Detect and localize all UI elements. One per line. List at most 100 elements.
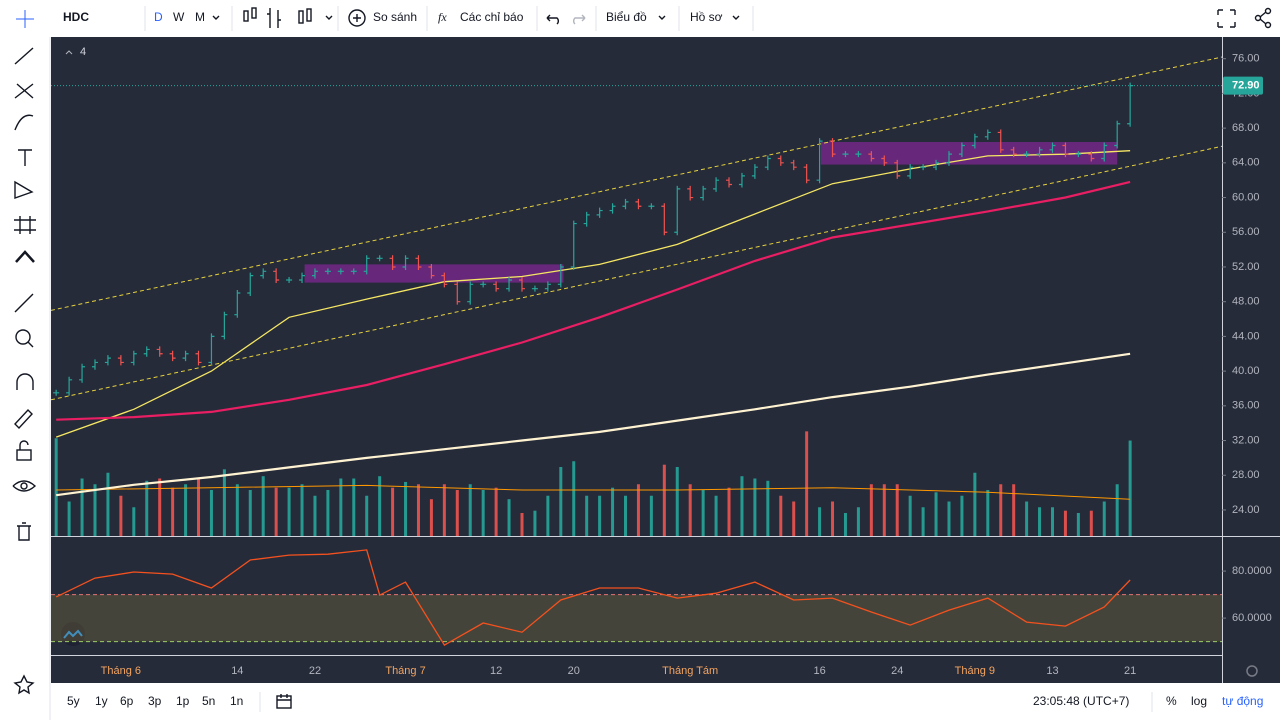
price-bar — [518, 276, 525, 292]
price-bar — [273, 268, 280, 283]
price-bar — [881, 155, 888, 166]
legend-toggle[interactable]: 4 — [60, 44, 92, 60]
volume-bar — [119, 495, 123, 536]
volume-bar — [248, 490, 252, 536]
crosshair-tool[interactable] — [16, 10, 34, 28]
volume-bar — [649, 495, 653, 536]
log-toggle[interactable]: log — [1191, 694, 1207, 708]
price-bar — [570, 220, 577, 270]
volume-bar — [740, 476, 744, 536]
volume-bar — [455, 490, 459, 536]
price-bar — [751, 164, 758, 179]
percent-toggle[interactable]: % — [1166, 694, 1177, 708]
settings[interactable] — [1246, 665, 1258, 677]
volume-bar — [831, 501, 835, 536]
y-tick-label: 52.00 — [1232, 261, 1260, 273]
interval[interactable]: D — [154, 10, 163, 24]
auto-toggle[interactable]: tự động — [1222, 694, 1263, 708]
price-bar — [506, 276, 513, 292]
range[interactable]: 1n — [230, 694, 243, 708]
price-bar — [868, 151, 875, 162]
range[interactable]: 5n — [202, 694, 215, 708]
profile-menu[interactable]: Hồ sơ — [690, 10, 723, 24]
price-bar — [299, 272, 306, 283]
price-bar — [984, 129, 991, 140]
range[interactable]: 6p — [120, 694, 134, 708]
range[interactable]: 3p — [148, 694, 162, 708]
fx-icon[interactable]: fx — [438, 10, 447, 24]
price-bar — [1036, 146, 1043, 158]
redo[interactable] — [573, 14, 586, 25]
date-range[interactable] — [276, 694, 292, 709]
price-bar — [389, 255, 396, 270]
dropdown[interactable] — [732, 15, 740, 20]
volume-bar — [313, 495, 317, 536]
price-bar — [1010, 146, 1017, 158]
volume-bar — [468, 484, 472, 536]
price-bar — [531, 285, 538, 292]
y-tick-label: 48.00 — [1232, 296, 1260, 308]
dropdown[interactable] — [212, 15, 220, 20]
range[interactable]: 5y — [67, 694, 80, 708]
logo — [61, 622, 85, 646]
price-bar — [1049, 142, 1056, 153]
left-toolbar — [0, 37, 50, 720]
volume-bar — [960, 495, 964, 536]
chart-style[interactable] — [243, 7, 333, 28]
price-bar — [971, 133, 978, 149]
price-bar — [764, 155, 771, 171]
indicators[interactable]: Các chỉ báo — [460, 10, 524, 24]
y-tick-label: 76.00 — [1232, 53, 1260, 65]
range-box — [820, 142, 1118, 165]
volume-bar — [999, 484, 1003, 536]
compare-icon[interactable] — [348, 9, 366, 27]
range[interactable]: 1p — [176, 694, 190, 708]
range[interactable]: 1y — [95, 694, 108, 708]
price-bar — [104, 355, 111, 366]
y-tick-label: 32.00 — [1232, 434, 1260, 446]
x-tick-label: 12 — [490, 665, 502, 677]
volume-bar — [908, 495, 912, 536]
volume-bar — [507, 499, 511, 536]
undo[interactable] — [546, 14, 559, 25]
x-tick-label: Tháng 9 — [955, 665, 995, 677]
price-bar — [635, 198, 642, 210]
price-bar — [337, 268, 344, 275]
volume-bar — [675, 467, 679, 536]
dropdown[interactable] — [658, 15, 666, 20]
axes: 24.00 28.00 32.00 36.00 40.00 44.00 48.00 52.00… — [101, 53, 1272, 677]
volume-bar — [106, 472, 110, 536]
price-bar — [195, 350, 202, 366]
price-bar — [467, 281, 474, 305]
compare[interactable]: So sánh — [373, 10, 417, 24]
volume-bar — [1128, 440, 1132, 536]
price-bar — [609, 203, 616, 214]
volume-bar — [546, 495, 550, 536]
price-bar — [247, 272, 254, 297]
price-bar — [221, 311, 228, 340]
fullscreen[interactable] — [1217, 9, 1236, 28]
price-bar — [1062, 142, 1069, 158]
moving-average — [56, 180, 1131, 421]
volume-bar — [54, 438, 58, 536]
share[interactable] — [1254, 7, 1272, 29]
volume-bar — [378, 476, 382, 536]
price-bar — [1101, 142, 1108, 162]
y-tick-label: 36.00 — [1232, 400, 1260, 412]
drawing-tools[interactable] — [12, 47, 37, 695]
volume-bar — [662, 464, 666, 536]
price-bar — [1075, 151, 1082, 158]
volume-bar — [882, 484, 886, 536]
price-bar — [855, 151, 862, 158]
chart-menu[interactable]: Biểu đồ — [606, 10, 647, 24]
y-tick-label: 56.00 — [1232, 226, 1260, 238]
volume-bar — [986, 490, 990, 536]
interval[interactable]: M — [195, 10, 205, 24]
price-bar — [415, 255, 422, 270]
price-bar — [907, 164, 914, 179]
symbol[interactable]: HDC — [63, 10, 89, 24]
interval[interactable]: W — [173, 10, 185, 24]
volume-bar — [1038, 507, 1042, 536]
moving-average — [55, 150, 1131, 438]
